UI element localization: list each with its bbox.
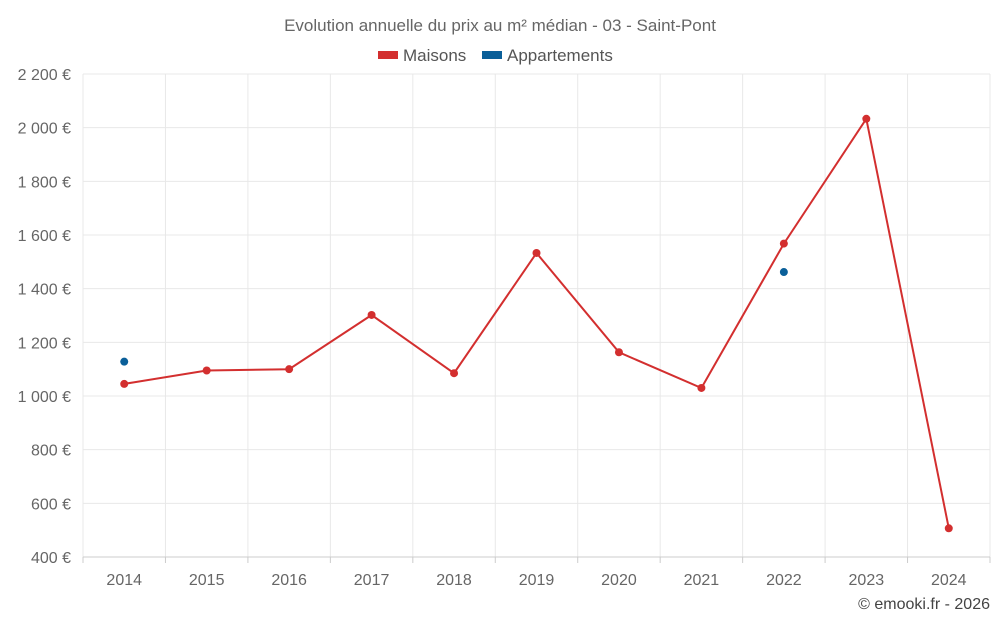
legend-swatch-appartements	[482, 51, 502, 59]
data-point-appartements-2022[interactable]	[779, 268, 788, 277]
x-tick-label: 2023	[849, 572, 885, 589]
chart-title: Evolution annuelle du prix au m² médian …	[284, 16, 716, 35]
series-appartements	[120, 268, 788, 366]
legend-label-appartements: Appartements	[507, 46, 613, 65]
y-tick-label: 2 000 €	[18, 121, 71, 138]
x-tick-label: 2019	[519, 572, 555, 589]
x-axis: 2014 2015 2016 2017 2018 2019 2020 2021 2022 2023…	[82, 556, 991, 589]
legend: Maisons Appartements	[378, 46, 613, 65]
series	[120, 114, 953, 533]
x-tick-label: 2021	[684, 572, 720, 589]
data-point-maisons-2023[interactable]	[862, 114, 871, 123]
y-tick-label: 1 800 €	[18, 174, 71, 191]
y-tick-label: 1 200 €	[18, 335, 71, 352]
grid	[82, 73, 991, 557]
x-tick-label: 2015	[189, 572, 225, 589]
data-point-maisons-2022[interactable]	[779, 239, 788, 248]
data-point-maisons-2014[interactable]	[120, 379, 129, 388]
y-tick-label: 800 €	[31, 443, 71, 460]
x-tick-label: 2022	[766, 572, 802, 589]
data-point-maisons-2019[interactable]	[532, 248, 541, 257]
x-tick-label: 2017	[354, 572, 390, 589]
data-point-maisons-2018[interactable]	[450, 369, 459, 378]
x-tick-label: 2016	[271, 572, 307, 589]
data-point-maisons-2015[interactable]	[202, 366, 211, 375]
y-tick-label: 1 400 €	[18, 282, 71, 299]
data-point-maisons-2016[interactable]	[285, 365, 294, 374]
x-tick-label: 2020	[601, 572, 637, 589]
legend-item-appartements[interactable]: Appartements	[482, 46, 613, 65]
y-tick-label: 600 €	[31, 496, 71, 513]
data-point-maisons-2020[interactable]	[614, 348, 623, 357]
data-point-appartements-2014[interactable]	[120, 357, 129, 366]
x-tick-label: 2014	[106, 572, 142, 589]
series-maisons	[120, 114, 953, 533]
y-tick-label: 1 000 €	[18, 389, 71, 406]
legend-item-maisons[interactable]: Maisons	[378, 46, 466, 65]
y-axis: 400 € 600 € 800 € 1 000 € 1 200 € 1 400 € 1 60…	[18, 67, 71, 567]
credit: © emooki.fr - 2026	[858, 596, 990, 613]
y-tick-label: 400 €	[31, 550, 71, 567]
data-point-maisons-2024[interactable]	[944, 524, 953, 533]
data-point-maisons-2017[interactable]	[367, 310, 376, 319]
x-tick-label: 2024	[931, 572, 967, 589]
y-tick-label: 2 200 €	[18, 67, 71, 84]
legend-swatch-maisons	[378, 51, 398, 59]
legend-label-maisons: Maisons	[403, 46, 466, 65]
y-tick-label: 1 600 €	[18, 228, 71, 245]
data-point-maisons-2021[interactable]	[697, 383, 706, 392]
x-tick-label: 2018	[436, 572, 472, 589]
